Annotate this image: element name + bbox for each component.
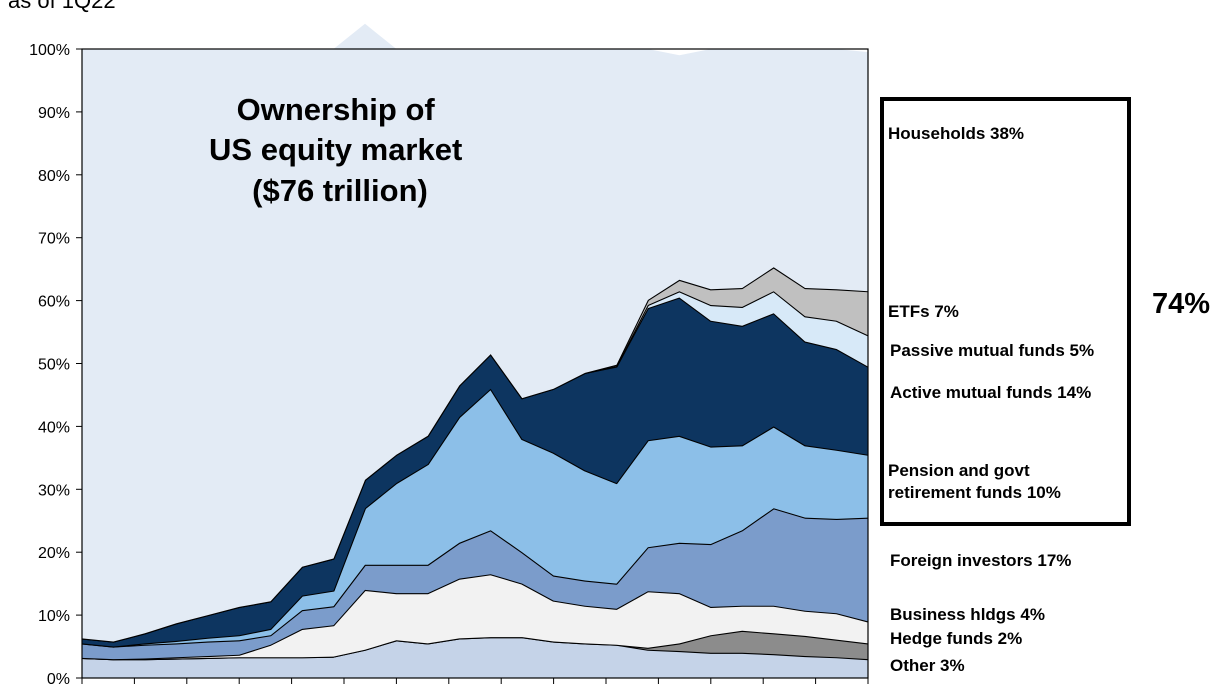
y-axis: 0% 10% 20% 30% 40% 50% 60% 70% 80% 90% 100% (29, 42, 82, 688)
chart-title: Ownership of US equity market ($76 trill… (209, 92, 471, 208)
y-tick-label: 50% (38, 357, 70, 374)
y-tick-label: 70% (38, 231, 70, 248)
stacked-areas (81, 23, 869, 678)
y-tick-label: 100% (29, 42, 70, 59)
chart-title-line-2: US equity market (209, 132, 462, 167)
area-foreign-3 (82, 508, 868, 660)
legend-passive-mutual-funds: Passive mutual funds 5% (890, 341, 1095, 360)
legend-business-hldgs: Business hldgs 4% (890, 605, 1045, 624)
legend-pension: Pension and govt retirement funds 10% (888, 461, 1061, 502)
ownership-chart: 0% 10% 20% 30% 40% 50% 60% 70% 80% 90% 100% Owners… (29, 23, 869, 688)
households-bracket (880, 97, 1131, 526)
y-tick-label: 0% (47, 671, 70, 688)
x-axis (81, 678, 869, 684)
bracket-label: 74% (1152, 288, 1211, 320)
chart-subtitle: as of 1Q22 (8, 0, 116, 13)
area-passive-6 (82, 291, 868, 642)
legend-foreign-investors: Foreign investors 17% (890, 551, 1072, 570)
area-households-8 (82, 23, 868, 642)
y-tick-label: 90% (38, 105, 70, 122)
legend-active-mutual-funds: Active mutual funds 14% (890, 383, 1092, 402)
area-pension-4 (82, 388, 868, 647)
area-other-0 (82, 637, 868, 678)
chart-title-line-3: ($76 trillion) (252, 173, 428, 208)
area-business-2 (82, 574, 868, 660)
y-tick-label: 60% (38, 294, 70, 311)
legend-hedge-funds: Hedge funds 2% (890, 629, 1023, 648)
y-tick-label: 40% (38, 419, 70, 436)
y-tick-label: 30% (38, 482, 70, 499)
legend-etfs: ETFs 7% (888, 302, 959, 321)
chart-title-line-1: Ownership of (237, 92, 436, 127)
legend-other: Other 3% (890, 656, 965, 675)
y-tick-label: 10% (38, 608, 70, 625)
y-tick-label: 80% (38, 168, 70, 185)
area-active-5 (82, 297, 868, 647)
area-hedge-1 (82, 630, 868, 660)
y-tick-label: 20% (38, 545, 70, 562)
legend-households: Households 38% (888, 124, 1025, 143)
